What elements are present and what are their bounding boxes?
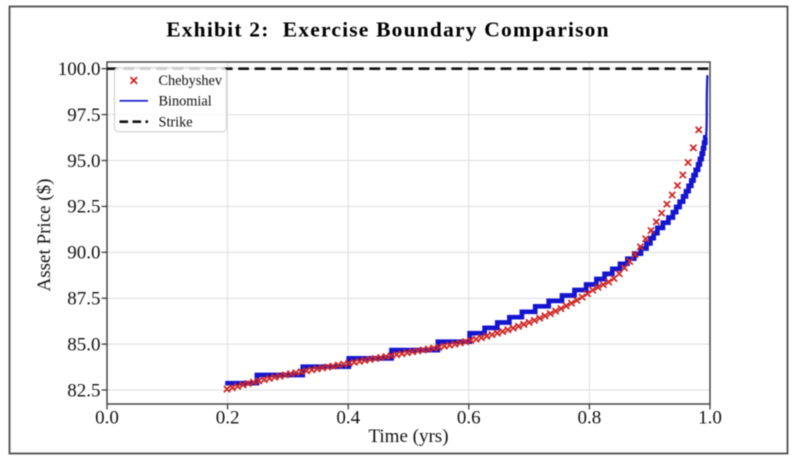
svg-text:0.0: 0.0 [95,408,119,429]
svg-text:87.5: 87.5 [67,289,100,310]
svg-text:0.6: 0.6 [457,408,481,429]
svg-text:1.0: 1.0 [698,408,722,429]
svg-text:95.0: 95.0 [67,151,100,172]
svg-text:97.5: 97.5 [67,105,100,126]
svg-text:Asset Price ($): Asset Price ($) [34,179,55,292]
svg-text:0.4: 0.4 [336,408,360,429]
svg-text:Binomial: Binomial [159,94,212,110]
svg-text:90.0: 90.0 [67,243,100,264]
svg-text:Chebyshev: Chebyshev [159,73,223,89]
svg-text:0.8: 0.8 [578,408,602,429]
svg-text:Strike: Strike [159,115,193,131]
svg-text:0.2: 0.2 [216,408,240,429]
svg-text:85.0: 85.0 [67,334,100,355]
svg-text:82.5: 82.5 [67,380,100,401]
svg-text:100.0: 100.0 [58,59,101,80]
svg-text:Exhibit 2: Exercise Boundary: Exhibit 2: Exercise Boundary Comparison [166,18,610,42]
svg-text:92.5: 92.5 [67,197,100,218]
svg-text:Time (yrs): Time (yrs) [368,426,448,447]
